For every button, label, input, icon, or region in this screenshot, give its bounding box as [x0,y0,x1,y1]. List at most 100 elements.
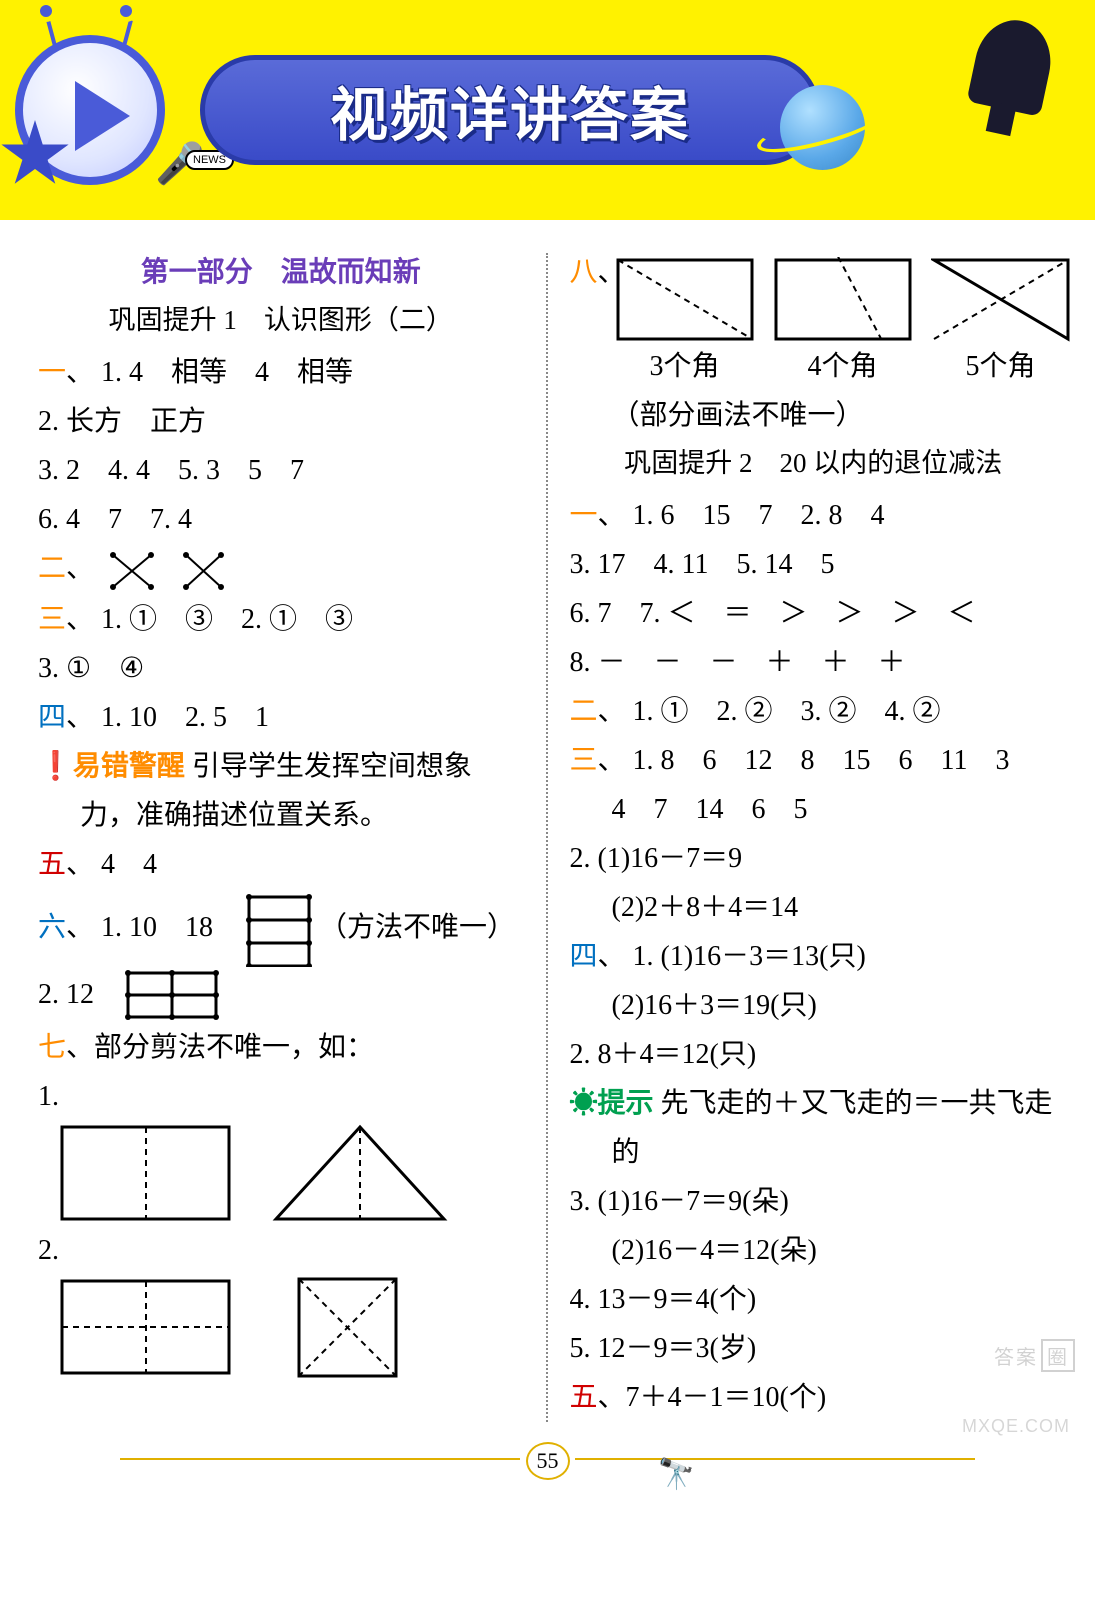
section-num: 八 [570,257,598,288]
answer-line: 2. 长方 正方 [38,397,524,446]
shape-row [58,1121,524,1226]
answer-line: 二、 [38,544,524,595]
answer-line: 5. 12－9＝3(岁) [570,1324,1058,1373]
answer-line: 一、 1. 4 相等 4 相等 [38,348,524,397]
right-column: 八、 3个角 4个角 [548,248,1058,1422]
cross-match-diagram [101,547,231,595]
rectangle-diagram [58,1277,233,1377]
answer-text: 、部分剪法不唯一，如： [66,1032,374,1063]
section-num: 二 [570,696,598,727]
angle-diagram [773,257,913,342]
answer-line: 2. [38,1226,524,1275]
answer-line: 2. 8＋4＝12(只) [570,1030,1058,1079]
angle-row: 3个角 4个角 5个角 [615,257,1058,391]
section-num: 五 [570,1382,598,1413]
antenna-ball [115,0,137,22]
answer-text: 、7＋4－1＝10(个) [598,1382,827,1413]
antenna-ball [35,0,57,22]
answer-text: 、 1. 10 2. 5 1 [66,702,269,733]
answer-line: (2)16＋3＝19(只) [570,981,1058,1030]
note-line: （部分画法不唯一） [570,391,1058,440]
answer-line: 3. 2 4. 4 5. 3 5 7 [38,446,524,495]
answer-line: 3. 17 4. 11 5. 14 5 [570,540,1058,589]
answer-line: 2. (1)16－7＝9 [570,834,1058,883]
answer-text: 、 [66,553,94,584]
watermark: 答案圈 [994,1339,1075,1372]
answer-text: 2. 12 [38,970,122,1019]
answer-line: 3. ① ④ [38,644,524,693]
answer-text: 、 1. ① 2. ② 3. ② 4. ② [598,696,941,727]
answer-line: 4 7 14 6 5 [570,785,1058,834]
angle-diagram [931,257,1071,342]
answer-line: 8. － － － ＋ ＋ ＋ [570,638,1058,687]
answer-text: （方法不唯一） [319,903,515,952]
section-num: 七 [38,1032,66,1063]
answer-line: 五、7＋4－1＝10(个) [570,1373,1058,1422]
answer-text: 、 1. (1)16－3＝13(只) [598,941,866,972]
shape-row [58,1275,524,1380]
page-title: 视频详讲答案 [330,68,690,152]
answer-text: 、 1. 10 18 [66,903,241,952]
answer-line: 四、 1. 10 2. 5 1 [38,693,524,742]
watermark-url: MXQE.COM [962,1416,1070,1437]
answer-line: 二、 1. ① 2. ② 3. ② 4. ② [570,687,1058,736]
angle-item: 5个角 [931,257,1071,391]
section-num: 二 [38,553,66,584]
section-num: 一 [570,500,598,531]
answer-line: 三、 1. ① ③ 2. ① ③ [38,595,524,644]
angle-diagram [615,257,755,342]
triangle-diagram [270,1121,450,1226]
tip-label: ☀提示 [570,1088,654,1119]
left-column: 第一部分 温故而知新 巩固提升 1 认识图形（二） 一、 1. 4 相等 4 相… [38,248,546,1422]
answer-line: 三、 1. 8 6 12 8 15 6 11 3 [570,736,1058,785]
answer-line: (2)2＋8＋4＝14 [570,883,1058,932]
section-num: 四 [38,702,66,733]
answer-line: 4. 13－9＝4(个) [570,1275,1058,1324]
spotlight-icon [966,13,1058,117]
answer-line: 六、 1. 10 18 （方法不唯一） [38,889,524,967]
section-title: 巩固提升 1 认识图形（二） [38,297,524,344]
content-area: 第一部分 温故而知新 巩固提升 1 认识图形（二） 一、 1. 4 相等 4 相… [0,220,1095,1432]
tip-line: ☀提示 先飞走的＋又飞走的＝一共飞走的 [570,1079,1058,1177]
answer-line: 1. [38,1072,524,1121]
rectangle-diagram [58,1123,233,1223]
section-num: 五 [38,849,66,880]
answer-line: 6. 4 7 7. 4 [38,495,524,544]
angle-label: 3个角 [615,342,755,391]
warning-line: ❗易错警醒 引导学生发挥空间想象力，准确描述位置关系。 [38,742,524,840]
answer-text: 、 1. 8 6 12 8 15 6 11 3 [598,745,1010,776]
answer-line: 一、 1. 6 15 7 2. 8 4 [570,491,1058,540]
matchstick-diagram [122,967,222,1023]
page-footer: 55 🔭 [0,1442,1095,1482]
tip-text: 先飞走的＋又飞走的＝一共飞走的 [612,1088,1053,1168]
angle-label: 4个角 [773,342,913,391]
section-num: 三 [570,745,598,776]
angle-item: 4个角 [773,257,913,391]
answer-line: (2)16－4＝12(朵) [570,1226,1058,1275]
answer-line: 3. (1)16－7＝9(朵) [570,1177,1058,1226]
answer-line: 2. 12 [38,967,524,1023]
answer-line: 七、部分剪法不唯一，如： [38,1023,524,1072]
answer-line: 四、 1. (1)16－3＝13(只) [570,932,1058,981]
answer-text: 、 1. 6 15 7 2. 8 4 [598,500,885,531]
header-banner: 🎤 NEWS 视频详讲答案 [0,0,1095,220]
answer-line: 五、 4 4 [38,840,524,889]
title-banner: 视频详讲答案 [200,55,820,165]
matchstick-diagram [241,889,319,967]
section-num: 四 [570,941,598,972]
part-title: 第一部分 温故而知新 [38,248,524,297]
warning-label: ❗易错警醒 [38,751,185,782]
section-num: 六 [38,903,66,952]
submarine-icon: 🔭 [658,1457,695,1492]
answer-text: 、 1. ① ③ 2. ① ③ [66,604,353,635]
answer-text: 、 1. 4 相等 4 相等 [66,357,353,388]
section-num: 一 [38,357,66,388]
square-diagram [295,1275,400,1380]
section-title: 巩固提升 2 20 以内的退位减法 [570,440,1058,487]
section-num: 三 [38,604,66,635]
page-number: 55 [526,1442,570,1480]
angle-item: 3个角 [615,257,755,391]
angle-label: 5个角 [931,342,1071,391]
answer-text: 、 4 4 [66,849,157,880]
answer-line: 6. 7 7. ＜ ＝ ＞ ＞ ＞ ＜ [570,589,1058,638]
